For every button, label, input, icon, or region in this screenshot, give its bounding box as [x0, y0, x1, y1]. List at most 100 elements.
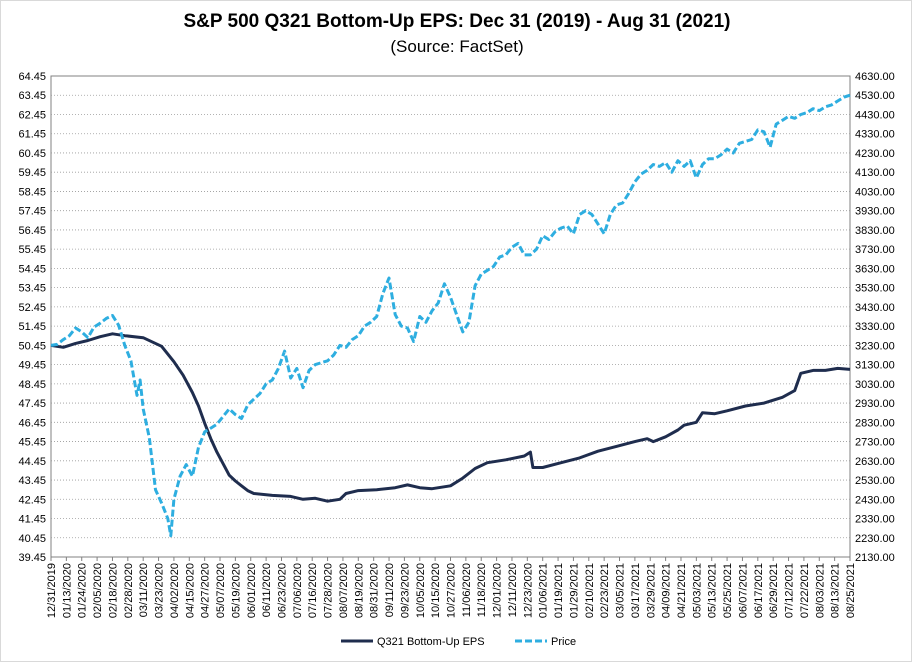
- left-axis-tick-label: 39.45: [18, 552, 46, 564]
- right-axis-tick-label: 2530.00: [855, 475, 895, 487]
- right-axis-tick-label: 2230.00: [855, 533, 895, 545]
- x-axis-tick-label: 09/11/2020: [384, 563, 396, 617]
- x-axis-tick-label: 11/06/2020: [461, 563, 473, 617]
- right-axis-tick-label: 3830.00: [855, 225, 895, 237]
- left-axis-tick-label: 44.45: [18, 456, 46, 468]
- legend-eps-label: Q321 Bottom-Up EPS: [377, 636, 485, 648]
- x-axis-tick-label: 01/13/2020: [61, 563, 73, 618]
- x-axis-tick-label: 07/16/2020: [307, 563, 319, 618]
- right-axis-tick-label: 2830.00: [855, 417, 895, 429]
- x-axis-tick-label: 10/27/2020: [446, 563, 458, 618]
- x-axis-tick-label: 07/28/2020: [323, 563, 335, 618]
- x-axis-tick-label: 08/25/2021: [845, 563, 857, 618]
- left-axis-tick-label: 45.45: [18, 437, 46, 449]
- x-axis-tick-label: 05/19/2020: [230, 563, 242, 618]
- x-axis-tick-label: 03/05/2021: [615, 563, 627, 618]
- right-axis-tick-label: 3330.00: [855, 321, 895, 333]
- x-axis-tick-label: 06/29/2021: [768, 563, 780, 618]
- right-axis-tick-label: 2330.00: [855, 514, 895, 526]
- x-axis-tick-label: 03/17/2021: [630, 563, 642, 618]
- left-axis-tick-label: 59.45: [18, 167, 46, 179]
- right-axis-tick-label: 4530.00: [855, 90, 895, 102]
- x-axis-tick-label: 02/23/2021: [599, 563, 611, 618]
- x-axis-tick-label: 12/01/2020: [492, 563, 504, 618]
- right-axis-tick-label: 4130.00: [855, 167, 895, 179]
- left-axis-tick-label: 41.45: [18, 514, 46, 526]
- x-axis-tick-label: 06/17/2021: [753, 563, 765, 618]
- x-axis-tick-label: 03/29/2021: [645, 563, 657, 618]
- right-axis-tick-label: 4330.00: [855, 129, 895, 141]
- right-axis-tick-label: 3230.00: [855, 340, 895, 352]
- right-axis-tick-label: 2930.00: [855, 398, 895, 410]
- x-axis-tick-label: 08/31/2020: [369, 563, 381, 618]
- right-axis-tick-label: 3730.00: [855, 244, 895, 256]
- x-axis-tick-label: 04/09/2021: [661, 563, 673, 618]
- x-axis-tick-label: 02/10/2021: [584, 563, 596, 618]
- chart-title: S&P 500 Q321 Bottom-Up EPS: Dec 31 (2019…: [183, 11, 731, 32]
- left-axis-tick-label: 60.45: [18, 148, 46, 160]
- right-axis-tick-label: 4630.00: [855, 71, 895, 83]
- x-axis-tick-label: 08/07/2020: [338, 563, 350, 618]
- x-axis-tick-label: 12/31/2019: [46, 563, 58, 618]
- right-axis-tick-label: 3130.00: [855, 360, 895, 372]
- left-axis-tick-label: 62.45: [18, 109, 46, 121]
- left-axis-tick-label: 50.45: [18, 340, 46, 352]
- x-axis-tick-label: 07/22/2021: [799, 563, 811, 618]
- x-axis-tick-label: 11/18/2020: [476, 563, 488, 617]
- x-axis-tick-label: 05/13/2021: [707, 563, 719, 618]
- x-axis-tick-label: 12/23/2020: [522, 563, 534, 618]
- x-axis-tick-label: 12/11/2020: [507, 563, 519, 617]
- x-axis-tick-label: 09/23/2020: [399, 563, 411, 618]
- x-axis-tick-label: 03/11/2020: [138, 563, 150, 617]
- x-axis-tick-label: 02/18/2020: [107, 563, 119, 618]
- right-axis-tick-label: 4030.00: [855, 186, 895, 198]
- right-axis-tick-label: 2430.00: [855, 494, 895, 506]
- x-axis-tick-label: 04/21/2021: [676, 563, 688, 618]
- x-axis-tick-label: 06/01/2020: [246, 563, 258, 618]
- right-axis-tick-label: 3930.00: [855, 206, 895, 218]
- x-axis-tick-label: 07/06/2020: [292, 563, 304, 618]
- x-axis-tick-label: 05/07/2020: [215, 563, 227, 618]
- left-axis-tick-label: 43.45: [18, 475, 46, 487]
- left-axis-tick-label: 40.45: [18, 533, 46, 545]
- x-axis-tick-label: 10/15/2020: [430, 563, 442, 618]
- x-axis-tick-label: 01/06/2021: [538, 563, 550, 618]
- x-axis-tick-label: 03/23/2020: [154, 563, 166, 618]
- left-axis-tick-label: 64.45: [18, 71, 46, 83]
- x-axis-tick-label: 04/15/2020: [184, 563, 196, 618]
- x-axis-tick-label: 02/28/2020: [123, 563, 135, 618]
- right-axis-tick-label: 3530.00: [855, 283, 895, 295]
- left-axis-tick-label: 55.45: [18, 244, 46, 256]
- x-axis-tick-label: 01/29/2021: [568, 563, 580, 618]
- right-axis-tick-label: 3430.00: [855, 302, 895, 314]
- x-axis-tick-label: 06/07/2021: [737, 563, 749, 618]
- x-axis-tick-label: 06/11/2020: [261, 563, 273, 617]
- x-axis-tick-label: 08/19/2020: [353, 563, 365, 618]
- x-axis-tick-label: 04/02/2020: [169, 563, 181, 618]
- x-axis-tick-label: 01/24/2020: [77, 563, 89, 618]
- x-axis-tick-label: 01/19/2021: [553, 563, 565, 618]
- right-axis-tick-label: 2730.00: [855, 437, 895, 449]
- left-axis-tick-label: 57.45: [18, 206, 46, 218]
- legend-price-label: Price: [551, 636, 576, 648]
- x-axis-tick-label: 10/05/2020: [415, 563, 427, 618]
- left-axis-tick-label: 48.45: [18, 379, 46, 391]
- left-axis-tick-label: 63.45: [18, 90, 46, 102]
- left-axis-tick-label: 56.45: [18, 225, 46, 237]
- x-axis-tick-label: 04/27/2020: [200, 563, 212, 618]
- x-axis-tick-label: 05/25/2021: [722, 563, 734, 618]
- left-axis-tick-label: 54.45: [18, 263, 46, 275]
- left-axis-tick-label: 46.45: [18, 417, 46, 429]
- right-axis-tick-label: 4430.00: [855, 109, 895, 121]
- right-axis-tick-label: 3030.00: [855, 379, 895, 391]
- left-axis-tick-label: 49.45: [18, 360, 46, 372]
- x-axis-tick-label: 02/05/2020: [92, 563, 104, 618]
- left-axis-tick-label: 51.45: [18, 321, 46, 333]
- chart-subtitle: (Source: FactSet): [390, 37, 524, 56]
- eps-series-line: [50, 332, 851, 503]
- right-axis-tick-label: 3630.00: [855, 263, 895, 275]
- x-axis-tick-label: 06/23/2020: [276, 563, 288, 618]
- left-axis-tick-label: 53.45: [18, 283, 46, 295]
